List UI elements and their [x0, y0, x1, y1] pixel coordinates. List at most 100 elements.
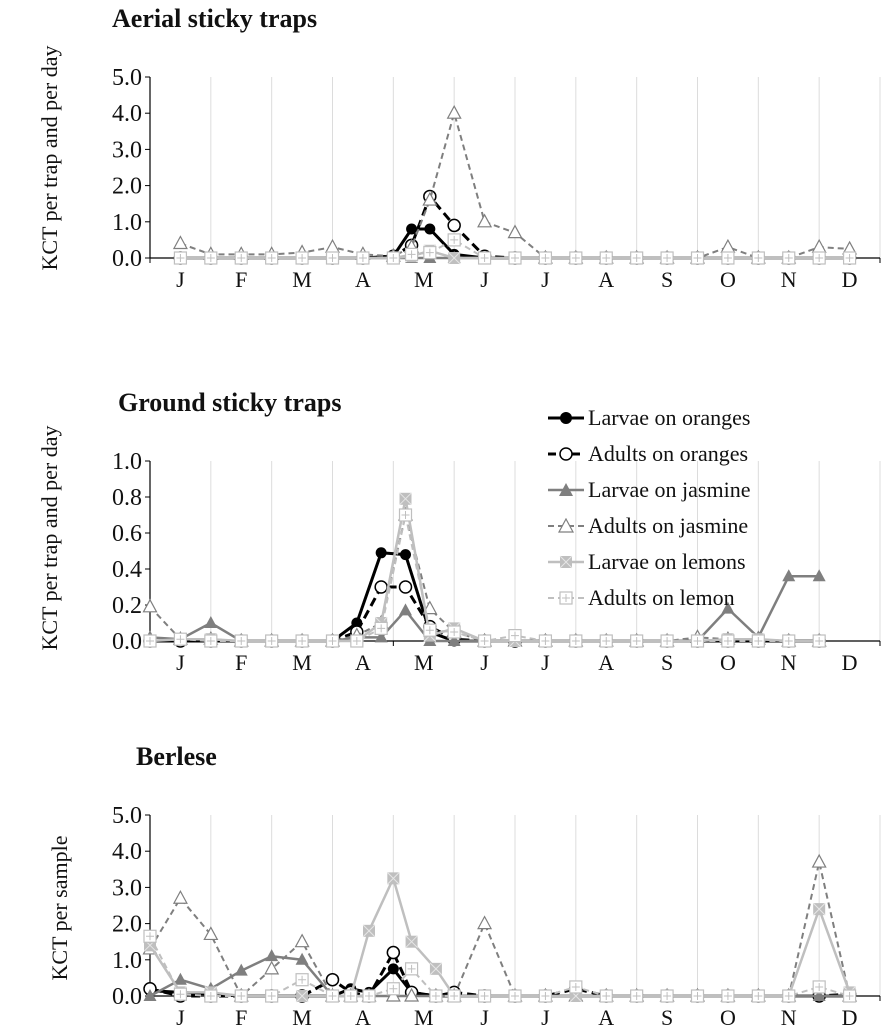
data-point-adults-on-lemon-plus — [328, 637, 337, 645]
data-point-adults-on-jasmine — [404, 987, 420, 1002]
data-point-adults-on-lemon-plus — [407, 250, 416, 259]
data-point-adults-on-lemon-plus — [541, 992, 550, 1000]
legend-swatch-adults-jasmine — [548, 518, 584, 533]
y-tick-label: 1.0 — [112, 449, 142, 475]
y-tick-label: 0.0 — [112, 629, 142, 655]
x-tick-label: J — [176, 1005, 185, 1030]
y-tick-label: 0.0 — [112, 246, 142, 272]
data-point-adults-on-lemon-plus — [602, 637, 611, 645]
data-point-adults-on-lemon-plus — [352, 637, 361, 645]
data-point-adults-on-lemon-plus — [346, 992, 355, 1000]
data-point-adults-on-lemon-plus — [541, 637, 550, 645]
data-point-adults-on-jasmine — [203, 926, 219, 941]
y-tick-label: 0.6 — [112, 521, 142, 547]
data-point-adults-on-lemon-plus — [407, 964, 416, 973]
data-point-adults-on-lemon-plus — [571, 982, 580, 991]
data-point-adults-on-oranges — [398, 580, 413, 594]
y-tick-label: 2.0 — [112, 912, 142, 938]
data-point-adults-on-lemon-plus — [267, 992, 276, 1000]
data-point-adults-on-lemon-plus — [450, 628, 459, 636]
legend-item-adults-jasmine: Adults on jasmine — [548, 508, 751, 544]
data-point-adults-on-lemon-plus — [358, 254, 367, 262]
data-point-larvae-on-lemons-cross — [447, 251, 461, 265]
legend-label: Adults on lemon — [588, 585, 735, 610]
x-tick-label: J — [176, 267, 185, 292]
data-point-adults-on-lemon-plus — [237, 992, 246, 1000]
data-point-adults-on-jasmine — [172, 890, 188, 904]
legend-item-adults-oranges: Adults on oranges — [548, 436, 751, 472]
data-point-adults-on-lemon-plus — [693, 637, 702, 645]
data-point-adults-on-jasmine — [324, 238, 341, 253]
data-point-adults-on-lemon-plus — [754, 254, 763, 262]
data-point-larvae-on-jasmine — [782, 569, 796, 582]
x-tick-label: A — [598, 267, 614, 292]
series-line-adults-on-jasmine — [149, 861, 851, 997]
data-point-larvae-on-jasmine — [374, 630, 388, 643]
series-line-larvae-on-oranges — [149, 967, 850, 998]
x-tick-label: M — [292, 267, 312, 292]
data-point-adults-on-jasmine — [811, 238, 827, 253]
y-tick-label: 4.0 — [112, 101, 142, 127]
legend-swatch-larvae-oranges — [548, 412, 584, 424]
data-point-adults-on-lemon-plus — [328, 254, 337, 262]
data-point-adults-on-jasmine — [294, 933, 310, 948]
x-tick-label: O — [720, 267, 736, 292]
legend-item-larvae-oranges: Larvae on oranges — [548, 400, 751, 436]
y-tick-label: 4.0 — [112, 839, 142, 865]
data-point-adults-on-oranges — [325, 972, 340, 987]
data-point-adults-on-lemon-plus — [602, 992, 611, 1000]
x-tick-label: M — [292, 1005, 312, 1030]
data-point-adults-on-lemon-plus — [784, 254, 793, 262]
data-point-adults-on-lemon-plus — [602, 254, 611, 262]
legend-label: Adults on jasmine — [588, 513, 749, 538]
data-point-adults-on-lemon-plus — [815, 637, 824, 645]
data-point-adults-on-lemon-plus — [693, 254, 702, 262]
x-tick-label: N — [781, 650, 797, 675]
data-point-adults-on-lemon-plus — [206, 992, 215, 1000]
data-point-adults-on-lemon-plus — [450, 235, 459, 244]
data-point-larvae-on-jasmine — [399, 603, 412, 616]
data-point-adults-on-lemon-plus — [511, 254, 519, 262]
data-point-adults-on-lemon-plus — [389, 254, 398, 262]
data-point-adults-on-oranges — [374, 580, 388, 594]
x-tick-label: M — [414, 650, 434, 675]
data-point-adults-on-jasmine — [172, 235, 188, 250]
data-point-larvae-on-jasmine — [812, 569, 826, 582]
chart-title-ground: Ground sticky traps — [118, 388, 342, 417]
data-point-adults-on-lemon-plus — [784, 992, 793, 1000]
x-tick-label: O — [720, 650, 736, 675]
data-point-adults-on-lemon-plus — [571, 254, 580, 262]
data-point-adults-on-lemon-plus — [663, 637, 672, 645]
data-point-adults-on-lemon-plus — [663, 254, 672, 262]
data-point-adults-on-lemon-plus — [632, 992, 641, 1000]
data-point-adults-on-jasmine — [477, 213, 493, 228]
data-point-adults-on-lemon-plus — [377, 624, 386, 633]
data-point-adults-on-lemon-plus — [431, 992, 440, 1000]
data-point-adults-on-lemon-plus — [511, 992, 519, 1000]
data-point-adults-on-lemon-plus — [845, 254, 854, 262]
data-point-adults-on-lemon-plus — [401, 511, 410, 519]
legend-label: Adults on oranges — [588, 441, 749, 466]
x-tick-label: J — [541, 267, 550, 292]
x-tick-label: J — [480, 1005, 489, 1030]
x-tick-label: A — [355, 650, 371, 675]
data-point-larvae-on-jasmine — [295, 952, 309, 965]
data-point-adults-on-lemon-plus — [146, 932, 154, 941]
data-point-larvae-on-jasmine — [234, 963, 248, 976]
data-point-larvae-on-jasmine — [204, 616, 218, 628]
data-point-adults-on-lemon-plus — [511, 631, 519, 640]
x-tick-label: J — [480, 650, 489, 675]
x-tick-label: J — [176, 650, 185, 675]
data-point-larvae-on-jasmine — [173, 972, 187, 985]
data-point-adults-on-lemon-plus — [480, 637, 489, 645]
data-point-adults-on-jasmine — [477, 915, 493, 930]
data-point-adults-on-lemon-plus — [389, 984, 398, 993]
y-tick-label: 2.0 — [112, 174, 142, 200]
legend: Larvae on oranges Adults on oranges Larv… — [548, 400, 751, 616]
data-point-adults-on-lemon-plus — [237, 637, 246, 645]
x-tick-label: J — [480, 267, 489, 292]
x-tick-label: F — [235, 267, 247, 292]
data-point-adults-on-lemon-plus — [571, 637, 580, 645]
x-tick-label: A — [598, 1005, 614, 1030]
